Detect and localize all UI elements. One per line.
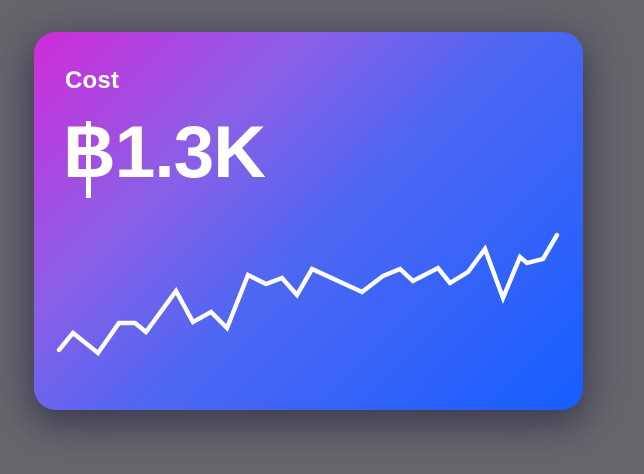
sparkline-path: [56, 232, 560, 357]
cost-amount: 1.3K: [114, 112, 266, 193]
card-title: Cost: [65, 67, 120, 94]
baht-currency-icon: B: [63, 116, 116, 198]
baht-vertical-stroke: [85, 121, 91, 198]
cost-value: B1.3K: [63, 116, 266, 198]
cost-stat-card[interactable]: Cost B1.3K: [34, 32, 583, 410]
